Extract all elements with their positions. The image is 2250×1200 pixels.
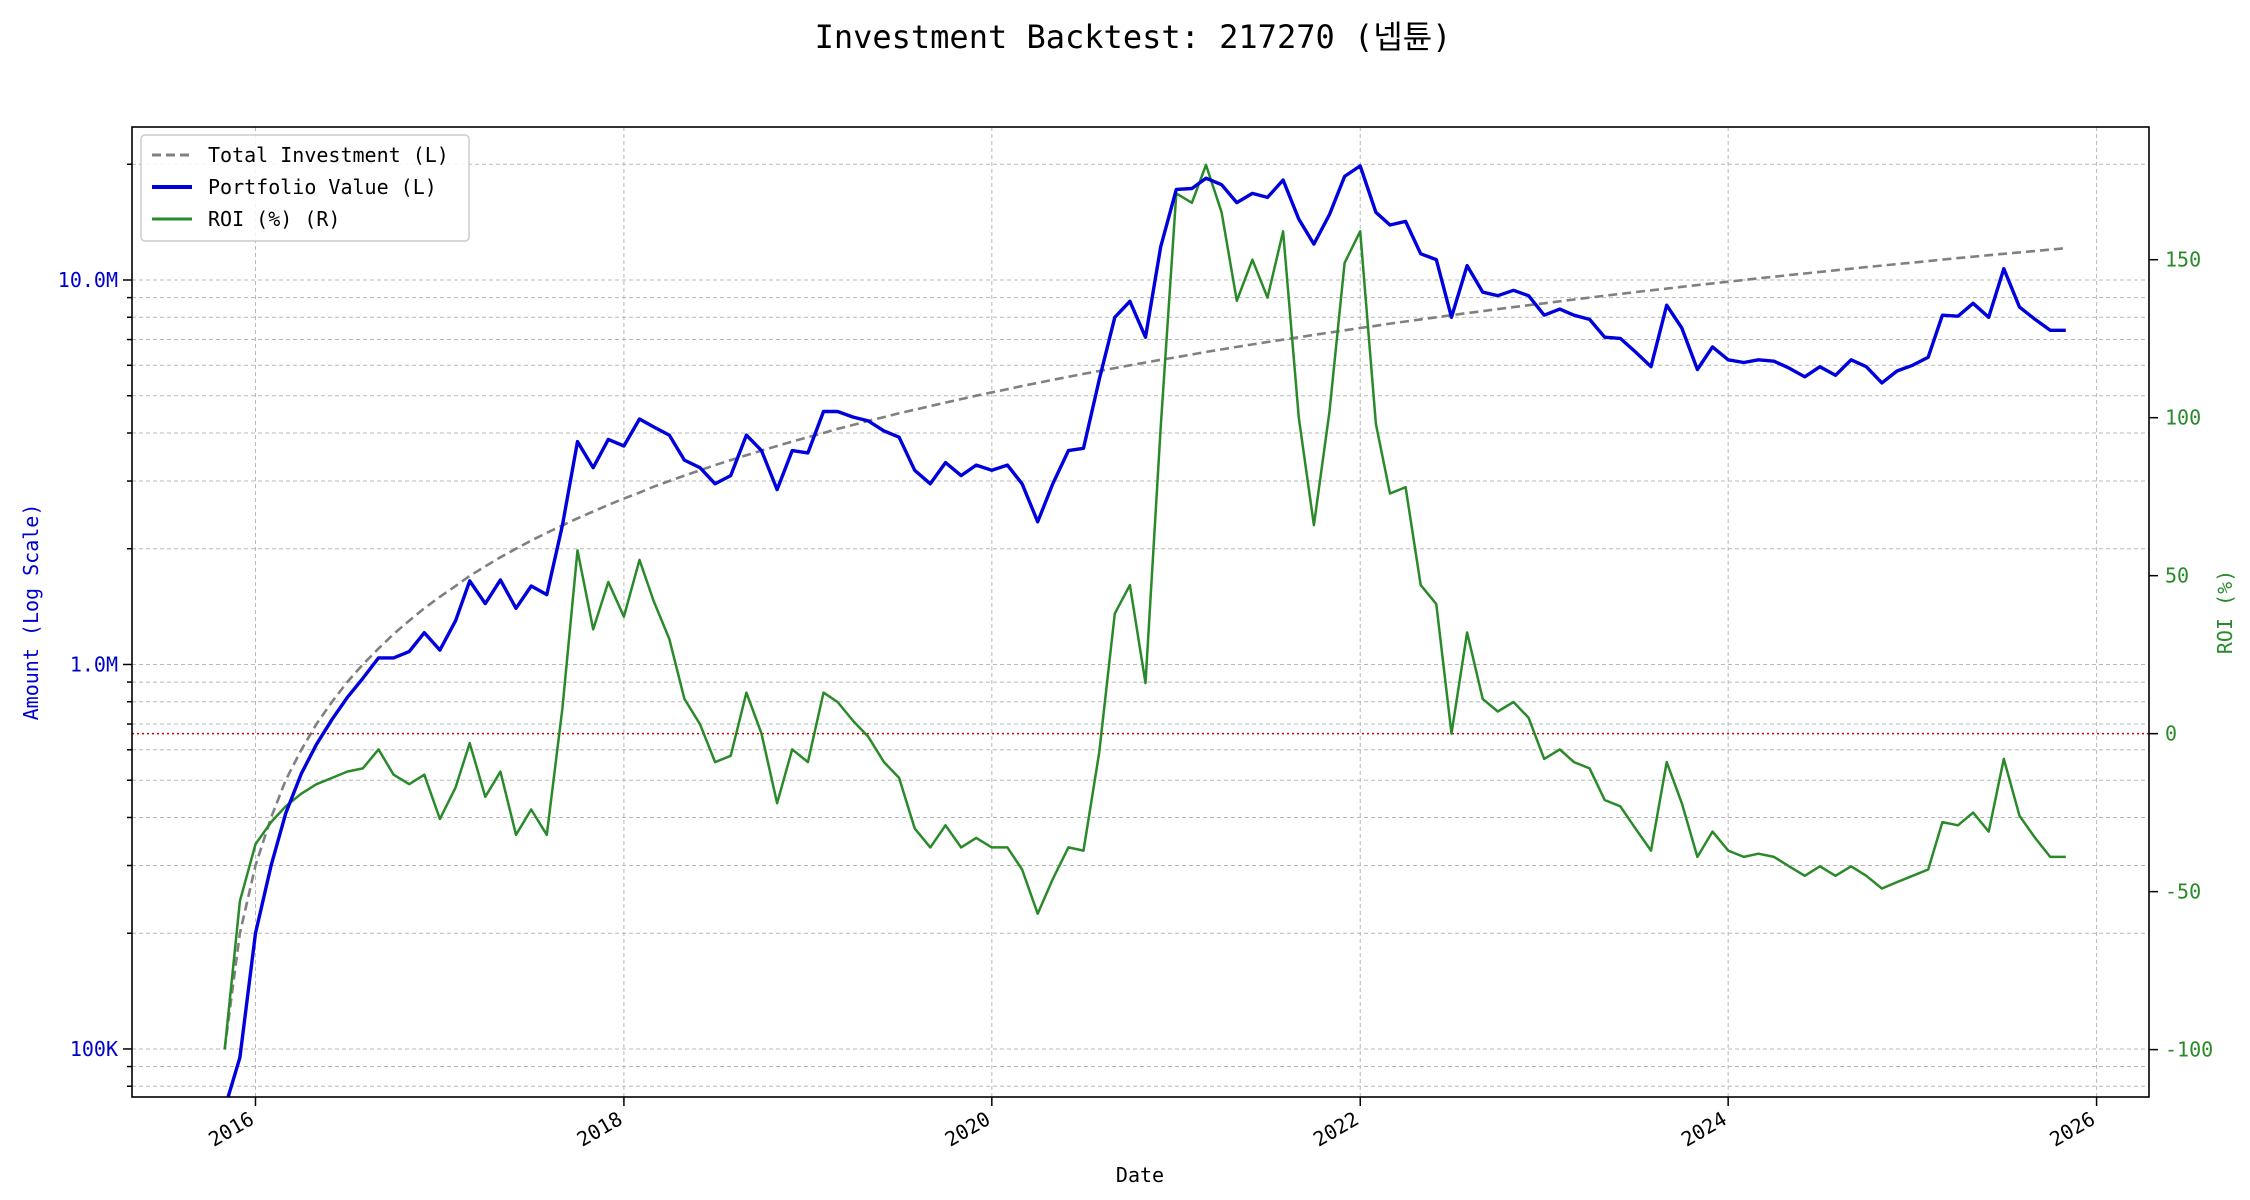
right-y-axis: -100 -50 0 50 100 150: [2149, 248, 2213, 1062]
left-y-axis-title: Amount (Log Scale): [19, 504, 43, 721]
legend-label-roi: ROI (%) (R): [208, 207, 340, 231]
x-axis: 2016 2018 2020 2022 2024 2026: [204, 1097, 2099, 1151]
legend-box: [140, 134, 470, 242]
legend-label-portfolio-value: Portfolio Value (L): [208, 175, 437, 199]
x-tick-label: 2024: [1677, 1107, 1731, 1152]
right-y-axis-title: ROI (%): [2213, 570, 2237, 654]
left-tick-label: 100K: [70, 1037, 118, 1061]
x-tick-label: 2016: [204, 1107, 258, 1152]
left-y-axis: 100K 1.0M 10.0M: [58, 163, 132, 1087]
right-tick-label: -50: [2165, 880, 2201, 904]
right-tick-label: 100: [2165, 406, 2201, 430]
legend-label-total-investment: Total Investment (L): [208, 143, 449, 167]
legend: Total Investment (L) Portfolio Value (L)…: [140, 134, 470, 242]
left-tick-label: 1.0M: [70, 652, 118, 676]
series-layer: [132, 163, 2149, 1097]
right-tick-label: 50: [2165, 564, 2189, 588]
left-tick-label: 10.0M: [58, 268, 118, 292]
chart-title: Investment Backtest: 217270 (넵튠): [815, 18, 1452, 56]
x-axis-title: Date: [1116, 1163, 1164, 1187]
x-tick-label: 2020: [941, 1107, 995, 1152]
series-line-roi: [223, 163, 2066, 1050]
series-line-total-investment: [223, 246, 2066, 1050]
right-tick-label: 150: [2165, 248, 2201, 272]
x-tick-label: 2026: [2045, 1107, 2099, 1152]
series-line-portfolio-value: [226, 164, 2066, 1097]
plot-frame: [131, 126, 2150, 1098]
right-tick-label: -100: [2165, 1038, 2213, 1062]
right-tick-label: 0: [2165, 722, 2177, 746]
grid-lines: [132, 127, 2149, 1097]
x-tick-label: 2018: [573, 1107, 627, 1152]
x-tick-label: 2022: [1309, 1107, 1363, 1152]
